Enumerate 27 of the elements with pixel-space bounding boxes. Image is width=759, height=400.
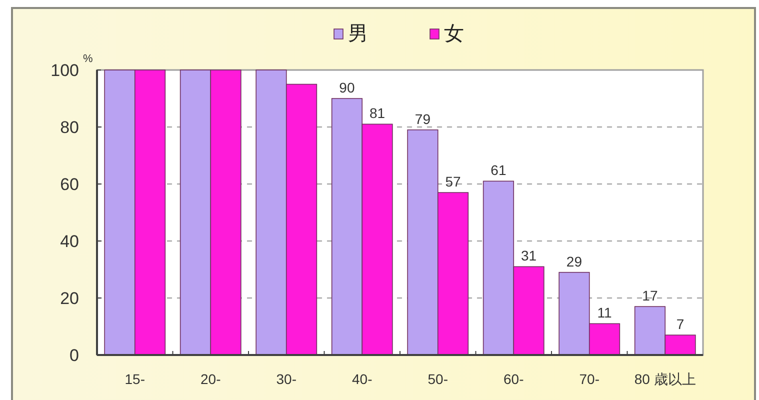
- y-tick-label: 20: [60, 289, 79, 308]
- x-tick-label: 50-: [428, 371, 448, 387]
- x-tick-label: 40-: [352, 371, 373, 387]
- data-label: 17: [642, 288, 658, 304]
- data-label: 79: [414, 110, 431, 127]
- legend-label: 男: [348, 23, 368, 45]
- data-label: 81: [369, 105, 386, 122]
- legend-label: 女: [444, 23, 464, 45]
- data-label: 11: [597, 304, 612, 321]
- data-label: 7: [676, 316, 684, 332]
- x-tick-label: 80 歳以上: [634, 371, 696, 387]
- data-label: 61: [490, 162, 506, 178]
- y-tick-label: 0: [70, 346, 79, 365]
- x-tick-label: 70-: [579, 371, 600, 387]
- x-tick-label: 15-: [124, 371, 146, 387]
- data-label: 29: [566, 253, 582, 270]
- y-tick-label: 40: [60, 232, 79, 251]
- y-tick-label: 80: [60, 118, 79, 137]
- y-axis-title: %: [83, 53, 93, 65]
- x-tick-label: 30-: [276, 371, 297, 387]
- data-label: 57: [445, 174, 462, 190]
- data-label: 90: [339, 80, 355, 96]
- x-tick-label: 60-: [504, 371, 524, 387]
- x-tick-label: 20-: [200, 371, 222, 387]
- y-tick-label: 60: [60, 175, 79, 194]
- y-tick-label: 100: [50, 61, 79, 80]
- data-label: 31: [520, 248, 537, 264]
